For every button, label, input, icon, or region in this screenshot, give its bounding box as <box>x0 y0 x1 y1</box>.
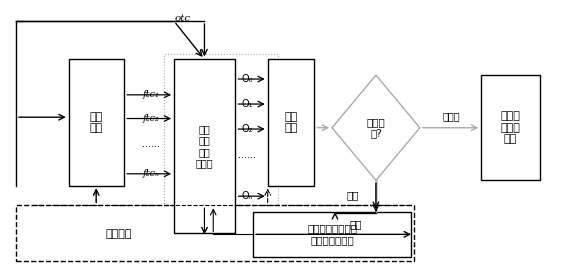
Bar <box>69 59 124 186</box>
Text: 满足: 满足 <box>346 190 359 200</box>
Text: 被测
软件
（自
关系）: 被测 软件 （自 关系） <box>196 124 213 169</box>
Text: O₂: O₂ <box>242 124 253 134</box>
Text: 是否满
足?: 是否满 足? <box>366 117 385 139</box>
Text: 输入
关系: 输入 关系 <box>90 112 103 133</box>
Text: 失效测
试用例
定位: 失效测 试用例 定位 <box>500 111 520 144</box>
Text: 蜕变关系集中选择
下一个蜕变关系: 蜕变关系集中选择 下一个蜕变关系 <box>307 223 357 245</box>
Text: O₁: O₁ <box>242 99 253 109</box>
Text: Oₙ: Oₙ <box>242 191 253 201</box>
Bar <box>174 59 235 233</box>
Bar <box>164 54 278 237</box>
Text: 满足: 满足 <box>349 219 362 229</box>
Text: ftc₁: ftc₁ <box>142 90 159 99</box>
Polygon shape <box>332 75 420 180</box>
Text: ......: ...... <box>238 150 256 160</box>
Text: 输出
关系: 输出 关系 <box>285 112 298 133</box>
Text: ......: ...... <box>142 139 159 148</box>
Text: 蜃变关系: 蜃变关系 <box>105 229 132 239</box>
Bar <box>481 75 540 180</box>
Text: ftc₂: ftc₂ <box>142 114 159 123</box>
Text: O₀: O₀ <box>242 74 253 84</box>
Bar <box>268 59 315 186</box>
Text: 不满足: 不满足 <box>442 111 460 121</box>
Bar <box>253 212 411 257</box>
Bar <box>16 205 414 261</box>
Text: otc: otc <box>175 14 191 23</box>
Text: ftcₙ: ftcₙ <box>142 169 159 178</box>
